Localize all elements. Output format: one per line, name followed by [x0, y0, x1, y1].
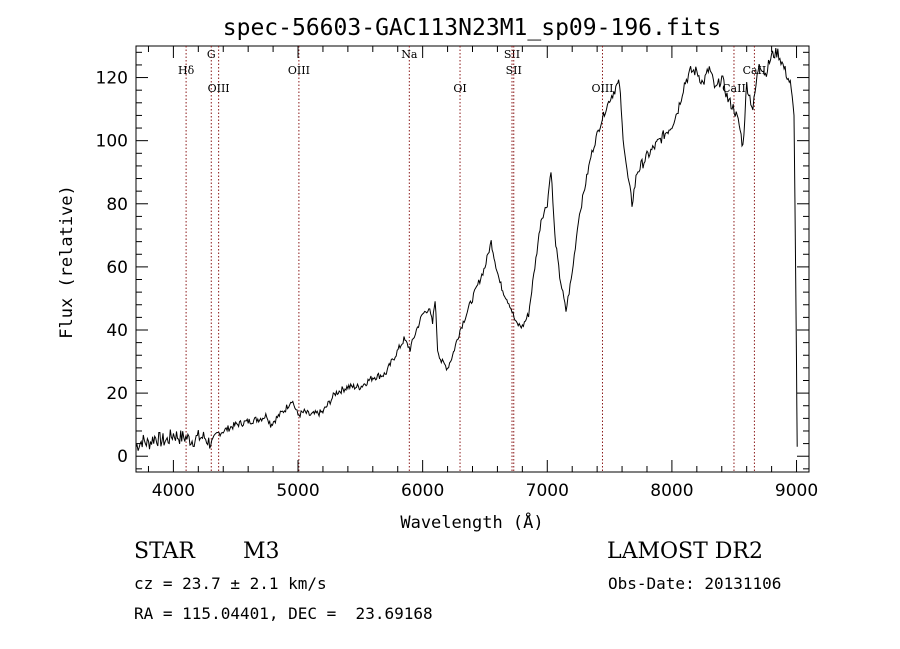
spectral-line-label: CaII — [743, 64, 767, 77]
x-tick-label: 8000 — [650, 481, 693, 501]
survey-name: LAMOST DR2 — [607, 539, 763, 564]
spectrum-chart: spec-56603-GAC113N23M1_sp09-196.fits Hδ G… — [57, 15, 818, 533]
y-tick-label: 0 — [117, 447, 128, 467]
plot-frame — [135, 45, 810, 473]
spectral-line-label: CaII — [722, 82, 746, 95]
spectral-line-label: OI — [453, 82, 466, 95]
coordinates: RA = 115.04401, DEC = 23.69168 — [134, 604, 433, 623]
y-tick-label: 40 — [106, 321, 128, 341]
y-tick-label: 60 — [106, 258, 128, 278]
x-tick-label: 6000 — [401, 481, 444, 501]
x-tick-label: 4000 — [152, 481, 195, 501]
spectral-line-label: OIII — [288, 64, 310, 77]
y-tick-label: 20 — [106, 384, 128, 404]
spectral-line-label: OIII — [591, 82, 613, 95]
y-tick-label: 80 — [106, 195, 128, 215]
redshift-velocity: cz = 23.7 ± 2.1 km/s — [134, 574, 327, 593]
x-tick-label: 5000 — [276, 481, 319, 501]
y-tick-label: 100 — [96, 132, 128, 152]
spectral-line-label: SII — [504, 48, 520, 61]
chart-title: spec-56603-GAC113N23M1_sp09-196.fits — [223, 15, 722, 41]
spectral-line-label: G — [207, 48, 216, 61]
y-axis-label: Flux (relative) — [57, 185, 77, 339]
x-axis-label: Wavelength (Å) — [400, 511, 543, 533]
spectrum-series-line — [135, 48, 798, 451]
object-subclass: M3 — [243, 539, 280, 564]
x-tick-label: 7000 — [526, 481, 569, 501]
observation-date: Obs-Date: 20131106 — [608, 574, 782, 593]
x-tick-label: 9000 — [775, 481, 818, 501]
spectral-line-label: SII — [506, 64, 522, 77]
spectral-line-label: Na — [401, 48, 418, 61]
object-class: STAR — [134, 539, 195, 564]
y-tick-label: 120 — [96, 69, 128, 89]
spectral-line-label: OIII — [208, 82, 230, 95]
spectral-line-label: Hδ — [178, 64, 195, 77]
